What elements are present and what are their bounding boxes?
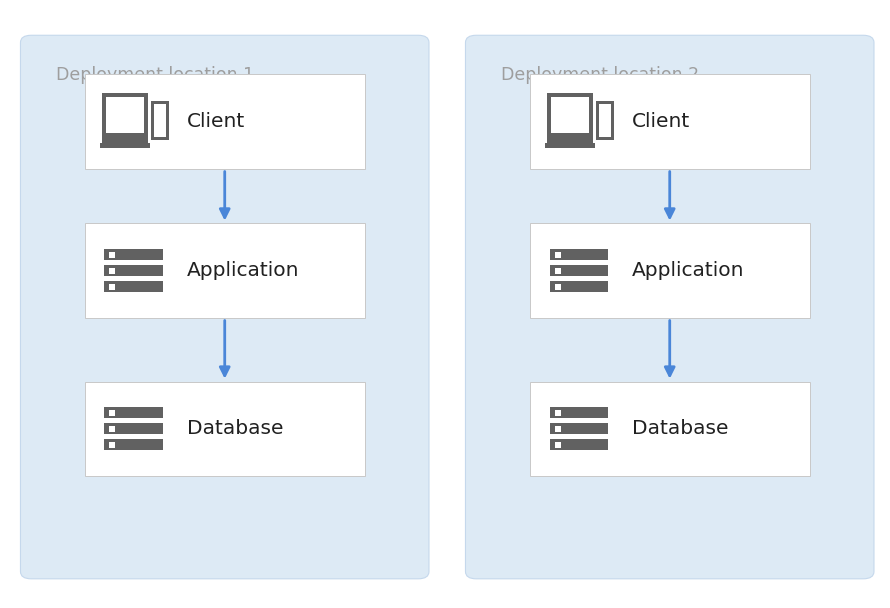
FancyBboxPatch shape (530, 382, 810, 476)
FancyBboxPatch shape (549, 249, 608, 260)
FancyBboxPatch shape (599, 105, 611, 137)
Text: Database: Database (187, 419, 283, 438)
Text: Deployment location 2: Deployment location 2 (501, 66, 700, 84)
FancyBboxPatch shape (104, 249, 163, 260)
FancyBboxPatch shape (530, 223, 810, 317)
FancyBboxPatch shape (109, 283, 116, 289)
FancyBboxPatch shape (109, 410, 116, 416)
FancyBboxPatch shape (85, 382, 365, 476)
FancyBboxPatch shape (549, 265, 608, 276)
FancyBboxPatch shape (20, 35, 429, 579)
Text: Database: Database (632, 419, 728, 438)
FancyBboxPatch shape (595, 102, 614, 140)
FancyBboxPatch shape (545, 143, 595, 148)
FancyBboxPatch shape (547, 94, 593, 143)
FancyBboxPatch shape (109, 426, 116, 432)
FancyBboxPatch shape (104, 423, 163, 434)
Text: Application: Application (632, 261, 744, 280)
FancyBboxPatch shape (465, 35, 874, 579)
FancyBboxPatch shape (554, 268, 561, 274)
FancyBboxPatch shape (530, 75, 810, 168)
FancyBboxPatch shape (549, 439, 608, 450)
FancyBboxPatch shape (102, 94, 148, 143)
FancyBboxPatch shape (109, 252, 116, 258)
FancyBboxPatch shape (100, 143, 150, 148)
FancyBboxPatch shape (554, 410, 561, 416)
FancyBboxPatch shape (106, 97, 144, 133)
FancyBboxPatch shape (549, 281, 608, 292)
FancyBboxPatch shape (109, 441, 116, 447)
FancyBboxPatch shape (104, 439, 163, 450)
FancyBboxPatch shape (554, 426, 561, 432)
FancyBboxPatch shape (551, 97, 589, 133)
FancyBboxPatch shape (554, 252, 561, 258)
FancyBboxPatch shape (109, 268, 116, 274)
FancyBboxPatch shape (104, 407, 163, 418)
FancyBboxPatch shape (549, 407, 608, 418)
FancyBboxPatch shape (554, 441, 561, 447)
FancyBboxPatch shape (549, 423, 608, 434)
Text: Client: Client (187, 112, 245, 131)
Text: Deployment location 1: Deployment location 1 (56, 66, 255, 84)
FancyBboxPatch shape (85, 75, 365, 168)
FancyBboxPatch shape (150, 102, 169, 140)
FancyBboxPatch shape (104, 281, 163, 292)
Text: Application: Application (187, 261, 299, 280)
FancyBboxPatch shape (104, 265, 163, 276)
FancyBboxPatch shape (554, 283, 561, 289)
FancyBboxPatch shape (154, 105, 166, 137)
Text: Client: Client (632, 112, 690, 131)
FancyBboxPatch shape (85, 223, 365, 317)
